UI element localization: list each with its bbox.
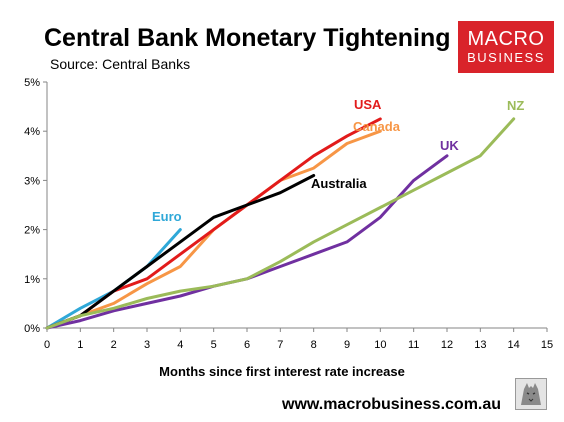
y-tick-label: 3% [24,175,40,187]
series-line-nz [45,117,516,330]
wolf-emblem-icon [515,378,547,410]
x-tick-label: 14 [508,339,520,351]
x-tick-label: 6 [244,339,250,351]
series-label-uk: UK [440,138,459,153]
series-label-euro: Euro [152,209,182,224]
x-tick-label: 7 [277,339,283,351]
x-tick-label: 9 [344,339,350,351]
y-tick-label: 0% [24,323,40,335]
x-tick-label: 15 [541,339,553,351]
series-label-australia: Australia [311,176,367,191]
series-line-uk [45,154,449,330]
y-tick-label: 5% [24,77,40,89]
x-tick-label: 10 [374,339,386,351]
y-tick-label: 2% [24,225,40,237]
y-tick-label: 4% [24,126,40,138]
x-tick-label: 1 [77,339,83,351]
x-tick-label: 0 [44,339,50,351]
macrobusiness-logo: MACRO BUSINESS [458,21,554,73]
x-tick-label: 5 [211,339,217,351]
series-label-nz: NZ [507,98,524,113]
series-line-usa [45,117,382,330]
x-tick-label: 2 [111,339,117,351]
x-tick-label: 4 [177,339,183,351]
series-label-usa: USA [354,97,382,112]
logo-line-1: MACRO [467,28,545,50]
series-line-euro [45,228,182,330]
series-line-australia [45,174,316,330]
x-axis-label: Months since first interest rate increas… [159,364,405,379]
x-tick-label: 12 [441,339,453,351]
x-tick-label: 13 [474,339,486,351]
x-tick-label: 11 [408,339,419,351]
logo-line-2: BUSINESS [467,50,545,65]
x-tick-label: 3 [144,339,150,351]
y-tick-label: 1% [24,274,40,286]
series-label-canada: Canada [353,119,401,134]
chart-title: Central Bank Monetary Tightening [44,24,451,52]
chart-subtitle: Source: Central Banks [50,56,191,72]
website-url: www.macrobusiness.com.au [282,396,502,413]
x-tick-label: 8 [311,339,317,351]
